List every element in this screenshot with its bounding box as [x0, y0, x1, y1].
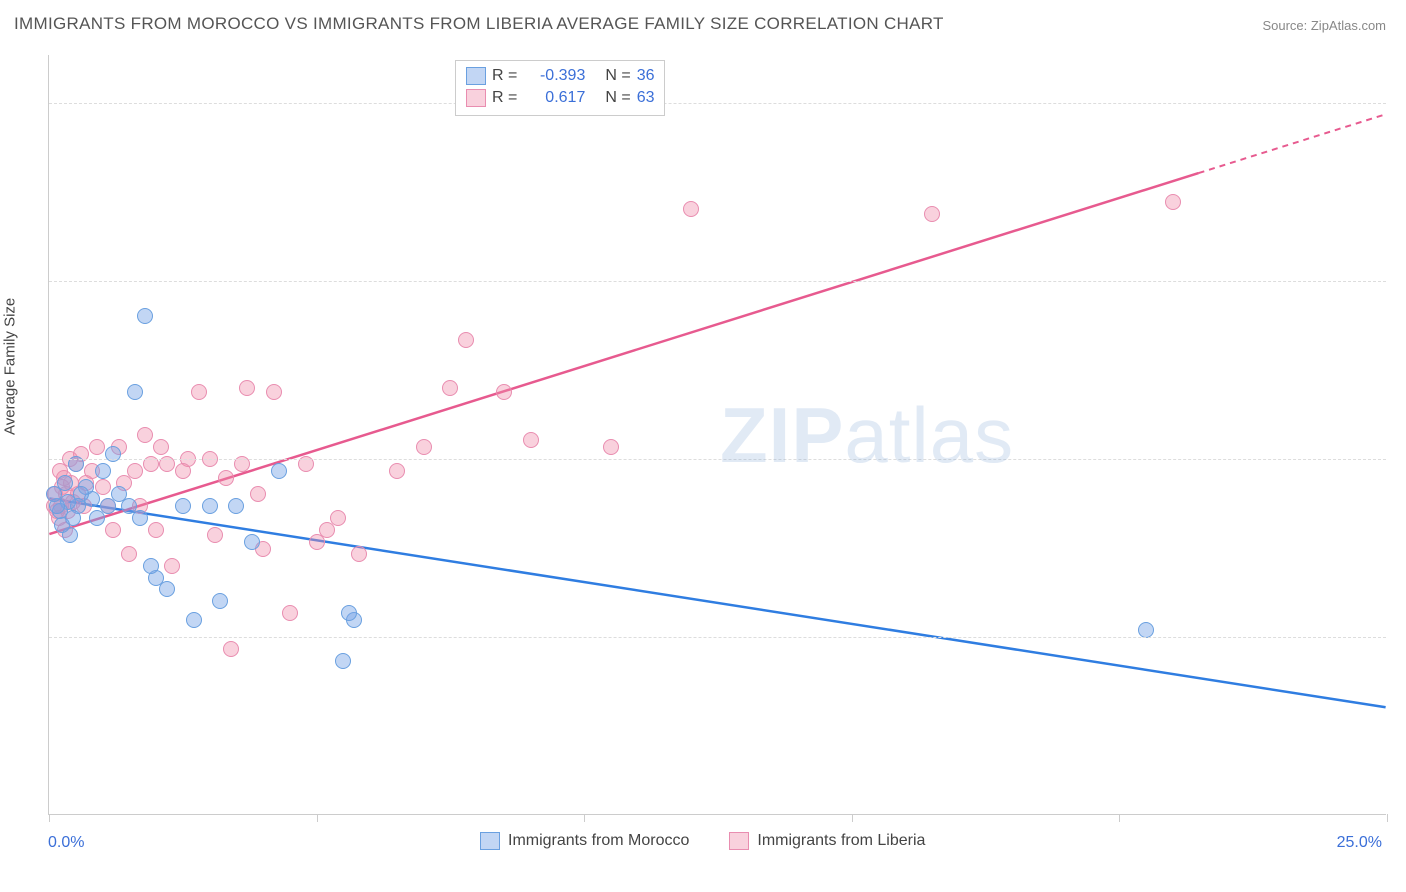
legend-n-value: 63	[637, 87, 655, 109]
x-axis-min-label: 0.0%	[48, 834, 84, 852]
data-point	[442, 380, 458, 396]
legend-swatch	[466, 67, 486, 85]
grid-line	[49, 281, 1386, 282]
data-point	[186, 612, 202, 628]
data-point	[266, 384, 282, 400]
data-point	[458, 332, 474, 348]
legend-r-label: R =	[492, 87, 517, 109]
data-point	[132, 510, 148, 526]
data-point	[250, 486, 266, 502]
x-tick	[1119, 814, 1120, 822]
legend-n-label: N =	[605, 65, 630, 87]
data-point	[416, 439, 432, 455]
data-point	[54, 517, 70, 533]
data-point	[207, 527, 223, 543]
data-point	[924, 206, 940, 222]
data-point	[341, 605, 357, 621]
data-point	[143, 558, 159, 574]
data-point	[175, 463, 191, 479]
legend-n-value: 36	[637, 65, 655, 87]
data-point	[244, 534, 260, 550]
source-label: Source: ZipAtlas.com	[1262, 18, 1386, 33]
legend-r-value: -0.393	[523, 65, 585, 87]
data-point	[351, 546, 367, 562]
data-point	[89, 439, 105, 455]
legend-correlation: R = -0.393 N = 36 R = 0.617 N = 63	[455, 60, 665, 116]
chart-container: IMMIGRANTS FROM MOROCCO VS IMMIGRANTS FR…	[0, 0, 1406, 892]
data-point	[95, 463, 111, 479]
data-point	[603, 439, 619, 455]
data-point	[309, 534, 325, 550]
data-point	[137, 308, 153, 324]
grid-line	[49, 103, 1386, 104]
data-point	[164, 558, 180, 574]
legend-n-label: N =	[605, 87, 630, 109]
x-tick	[1387, 814, 1388, 822]
x-axis-max-label: 25.0%	[1337, 834, 1382, 852]
plot-area: 5.004.253.502.75	[48, 55, 1386, 815]
x-tick	[852, 814, 853, 822]
data-point	[153, 439, 169, 455]
data-point	[223, 641, 239, 657]
data-point	[202, 498, 218, 514]
data-point	[1165, 194, 1181, 210]
legend-series-item: Immigrants from Morocco	[480, 832, 689, 850]
x-tick	[317, 814, 318, 822]
data-point	[159, 581, 175, 597]
legend-r-value: 0.617	[523, 87, 585, 109]
data-point	[148, 522, 164, 538]
data-point	[127, 384, 143, 400]
legend-swatch	[729, 832, 749, 850]
data-point	[191, 384, 207, 400]
data-point	[121, 546, 137, 562]
x-tick	[584, 814, 585, 822]
grid-line	[49, 637, 1386, 638]
data-point	[389, 463, 405, 479]
legend-series: Immigrants from Morocco Immigrants from L…	[480, 832, 925, 850]
data-point	[239, 380, 255, 396]
data-point	[282, 605, 298, 621]
data-point	[523, 432, 539, 448]
data-point	[496, 384, 512, 400]
y-axis-title: Average Family Size	[2, 298, 19, 435]
data-point	[212, 593, 228, 609]
data-point	[175, 498, 191, 514]
data-point	[683, 201, 699, 217]
data-point	[218, 470, 234, 486]
data-point	[89, 510, 105, 526]
data-point	[271, 463, 287, 479]
legend-series-label: Immigrants from Morocco	[508, 832, 689, 850]
legend-swatch	[480, 832, 500, 850]
legend-swatch	[466, 89, 486, 107]
data-point	[105, 522, 121, 538]
legend-correlation-row: R = -0.393 N = 36	[466, 65, 654, 87]
chart-title: IMMIGRANTS FROM MOROCCO VS IMMIGRANTS FR…	[14, 14, 944, 34]
data-point	[137, 427, 153, 443]
grid-line	[49, 459, 1386, 460]
data-point	[121, 498, 137, 514]
data-point	[228, 498, 244, 514]
trend-line	[49, 499, 1385, 708]
data-point	[335, 653, 351, 669]
trend-lines	[49, 55, 1386, 814]
data-point	[1138, 622, 1154, 638]
x-tick	[49, 814, 50, 822]
legend-r-label: R =	[492, 65, 517, 87]
trend-line-dash	[1199, 114, 1386, 173]
legend-series-item: Immigrants from Liberia	[729, 832, 925, 850]
data-point	[46, 486, 62, 502]
legend-correlation-row: R = 0.617 N = 63	[466, 87, 654, 109]
legend-series-label: Immigrants from Liberia	[757, 832, 925, 850]
